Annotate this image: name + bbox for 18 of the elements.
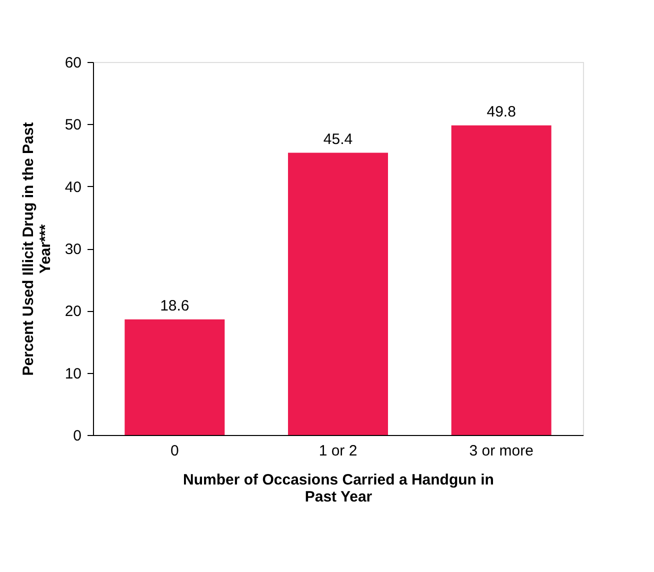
x-tick-label: 0 bbox=[170, 442, 179, 460]
y-tick-label: 40 bbox=[64, 178, 82, 196]
y-tick-label: 30 bbox=[64, 241, 82, 258]
y-tick-label: 20 bbox=[64, 303, 82, 320]
y-tick-label: 0 bbox=[73, 428, 82, 444]
y-tick-label: 10 bbox=[64, 365, 82, 382]
data-label: 49.8 bbox=[486, 103, 516, 120]
bar bbox=[124, 319, 225, 435]
bar bbox=[288, 152, 388, 435]
x-tick-label: 1 or 2 bbox=[318, 442, 358, 460]
x-axis-title: Number of Occasions Carried a Handgun in Past Year bbox=[183, 472, 494, 506]
y-axis-title: Percent Used Illicit Drug in the Past Year*** bbox=[20, 122, 54, 376]
data-label: 18.6 bbox=[160, 297, 190, 314]
y-tick-label: 60 bbox=[64, 54, 82, 72]
y-tick-label: 50 bbox=[64, 116, 82, 134]
bar bbox=[451, 125, 552, 435]
data-label: 45.4 bbox=[323, 130, 353, 148]
x-tick-label: 3 or more bbox=[469, 442, 534, 460]
